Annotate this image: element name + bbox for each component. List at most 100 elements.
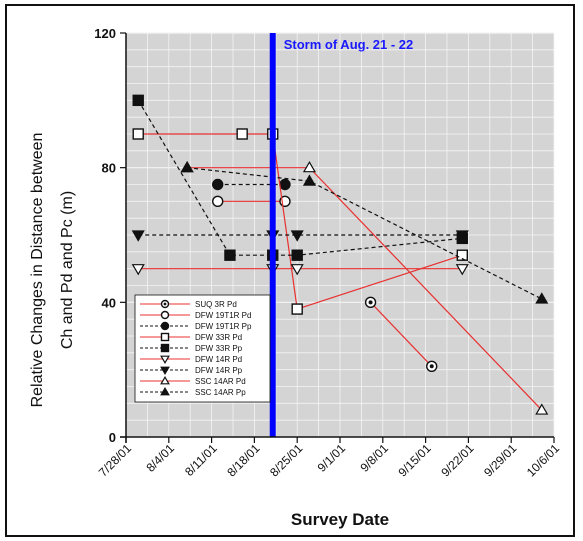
square-open-marker xyxy=(160,332,170,342)
y-tick-label: 0 xyxy=(109,430,116,445)
triangle-up-filled-marker xyxy=(302,174,316,186)
legend-entry: SSC 14AR Pd xyxy=(140,375,246,386)
marker-square xyxy=(291,249,303,261)
legend-entry: SUQ 3R Pd xyxy=(140,299,237,309)
y-tick-label: 120 xyxy=(94,26,116,41)
legend-entry: DFW 33R Pd xyxy=(140,332,242,342)
marker-triangle-down xyxy=(160,366,170,376)
legend-label: SSC 14AR Pd xyxy=(195,377,246,386)
marker-dot xyxy=(368,300,373,305)
square-filled-marker xyxy=(160,343,170,353)
legend-label: SUQ 3R Pd xyxy=(195,300,237,309)
marker-triangle-up xyxy=(535,292,549,304)
marker-triangle-up xyxy=(302,160,316,173)
marker-circle xyxy=(160,321,170,331)
triangle-up-open-marker xyxy=(160,375,170,385)
square-open-marker xyxy=(236,128,248,140)
square-filled-marker xyxy=(224,249,236,261)
legend-entry: DFW 14R Pp xyxy=(140,366,243,376)
marker-triangle-up xyxy=(160,386,170,396)
triangle-down-open-marker xyxy=(160,355,170,365)
marker-triangle-up xyxy=(180,160,194,173)
axes xyxy=(120,33,554,443)
marker-triangle-down xyxy=(290,230,304,242)
circle-filled-marker xyxy=(279,178,291,191)
marker-square xyxy=(132,94,144,107)
y-tick-label: 80 xyxy=(102,161,116,176)
legend-entry: DFW 19T1R Pd xyxy=(140,310,251,320)
x-axis-label: Survey Date xyxy=(291,510,389,529)
circle-filled-marker xyxy=(212,178,224,191)
legend-label: SSC 14AR Pp xyxy=(195,388,246,397)
series-line xyxy=(137,100,463,256)
series-suq-3r-pd xyxy=(364,296,438,372)
legend-label: DFW 14R Pd xyxy=(195,355,242,364)
triangle-down-open-marker xyxy=(455,264,469,276)
circle-open-marker xyxy=(160,310,170,320)
square-filled-marker xyxy=(132,94,144,107)
marker-square xyxy=(236,128,248,140)
circle-dot-marker xyxy=(160,299,170,309)
legend-label: DFW 33R Pp xyxy=(195,344,243,353)
circle-dot-marker xyxy=(364,296,377,309)
marker-square xyxy=(160,343,170,353)
circle-open-marker xyxy=(212,195,224,208)
x-tick-label: 7/28/01 xyxy=(96,441,134,479)
legend-label: DFW 19T1R Pp xyxy=(195,322,252,331)
y-tick-label: 40 xyxy=(102,295,116,310)
series-layer xyxy=(131,94,549,415)
marker-triangle-up xyxy=(302,174,316,186)
y-axis-label-line1: Relative Changes in Distance between xyxy=(29,133,46,408)
triangle-down-filled-marker xyxy=(455,230,469,242)
marker-triangle-down xyxy=(455,264,469,276)
x-tick-label: 9/8/01 xyxy=(357,441,391,475)
series-line xyxy=(187,167,543,300)
square-open-marker xyxy=(456,249,468,261)
marker-triangle-down xyxy=(455,230,469,242)
marker-triangle-down xyxy=(160,355,170,365)
legend-label: DFW 33R Pd xyxy=(195,333,242,342)
x-tick-label: 8/25/01 xyxy=(267,441,305,479)
marker-circle xyxy=(160,310,170,320)
circle-filled-marker xyxy=(160,321,170,331)
marker-triangle-down xyxy=(290,264,304,276)
x-tick-label: 8/4/01 xyxy=(143,441,177,475)
triangle-up-filled-marker xyxy=(160,386,170,396)
triangle-up-open-marker xyxy=(535,403,549,415)
legend: SUQ 3R Pd DFW 19T1R Pd DFW 19T1R Pp DFW 33R… xyxy=(134,294,271,403)
x-tick-label: 10/6/01 xyxy=(524,441,562,479)
series-line xyxy=(370,301,433,367)
square-filled-marker xyxy=(291,249,303,261)
marker-circle xyxy=(279,178,291,191)
marker-triangle-down xyxy=(131,230,145,242)
legend-label: DFW 19T1R Pd xyxy=(195,311,251,320)
annotation-layer: Storm of Aug. 21 - 22 xyxy=(269,33,414,437)
storm-annotation: Storm of Aug. 21 - 22 xyxy=(284,37,414,52)
legend-entry: DFW 14R Pd xyxy=(140,355,242,365)
triangle-up-filled-marker xyxy=(180,160,194,173)
marker-square xyxy=(456,249,468,261)
triangle-down-open-marker xyxy=(290,264,304,276)
triangle-down-filled-marker xyxy=(131,230,145,242)
marker-triangle-down xyxy=(131,264,145,276)
marker-circle xyxy=(212,195,224,208)
marker-square xyxy=(224,249,236,261)
square-open-marker xyxy=(291,303,303,315)
marker-square xyxy=(291,303,303,315)
triangle-up-open-marker xyxy=(302,160,316,173)
x-tick-label: 9/22/01 xyxy=(438,441,476,479)
x-tick-label: 9/1/01 xyxy=(315,441,349,475)
triangle-up-filled-marker xyxy=(535,292,549,304)
triangle-down-filled-marker xyxy=(160,366,170,376)
square-open-marker xyxy=(132,128,144,140)
marker-triangle-up xyxy=(160,375,170,385)
series-ssc-14ar-pp xyxy=(180,160,549,304)
x-tick-label: 9/29/01 xyxy=(481,441,519,479)
x-tick-label: 8/11/01 xyxy=(182,441,220,479)
marker-dot xyxy=(429,364,434,369)
y-axis-label-line2: Ch and Pd and Pc (m) xyxy=(59,191,76,349)
marker-triangle-up xyxy=(535,403,549,415)
circle-dot-marker xyxy=(426,360,438,372)
triangle-down-filled-marker xyxy=(290,230,304,242)
